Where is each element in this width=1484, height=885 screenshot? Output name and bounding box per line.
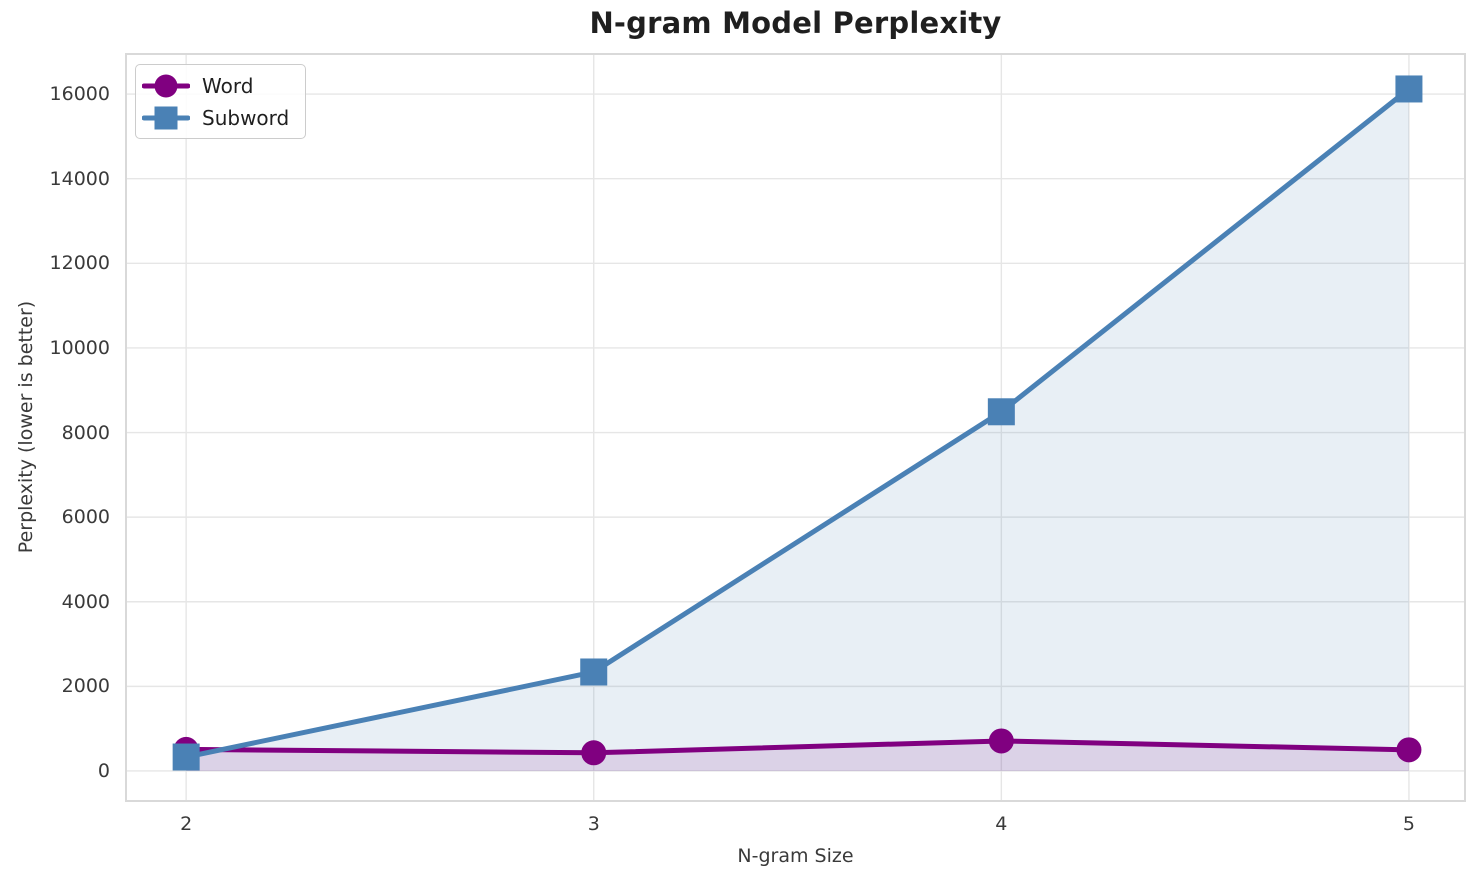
word-line bbox=[183, 738, 1412, 756]
subword-point-marker bbox=[1395, 75, 1423, 103]
subword-area-fill bbox=[186, 88, 1409, 771]
y-tick-label: 4000 bbox=[61, 590, 110, 613]
chart-title: N-gram Model Perplexity bbox=[589, 6, 1002, 40]
x-tick-label: 5 bbox=[1402, 813, 1415, 835]
y-tick-label: 8000 bbox=[61, 421, 110, 444]
plot-area: Word Subword bbox=[125, 53, 1466, 802]
y-tick-label: 0 bbox=[97, 759, 110, 782]
subword-point-marker bbox=[172, 743, 200, 771]
y-tick-label: 16000 bbox=[49, 83, 110, 106]
plot-frame bbox=[125, 53, 1466, 802]
y-tick-label: 10000 bbox=[49, 336, 110, 359]
subword-line bbox=[183, 86, 1412, 760]
y-tick-label: 12000 bbox=[49, 252, 110, 275]
subword-line-square-marker-icon bbox=[142, 106, 190, 129]
legend-item-subword: Subword bbox=[142, 102, 289, 133]
y-axis-label: Perplexity (lower is better) bbox=[15, 300, 37, 554]
word-point-marker bbox=[581, 740, 607, 766]
legend-square-marker bbox=[154, 106, 178, 129]
x-tick-label: 4 bbox=[995, 813, 1008, 835]
y-tick-label: 6000 bbox=[61, 506, 110, 529]
chart-canvas bbox=[125, 53, 1466, 802]
word-point-marker bbox=[988, 728, 1014, 754]
legend: Word Subword bbox=[135, 64, 307, 139]
word-area-fill bbox=[186, 740, 1409, 771]
word-point-marker bbox=[1396, 737, 1422, 763]
legend-circle-marker bbox=[154, 74, 178, 97]
subword-point-marker bbox=[580, 658, 608, 686]
x-tick-label: 3 bbox=[587, 813, 600, 835]
word-line-circle-marker-icon bbox=[142, 74, 190, 97]
x-axis-label: N-gram Size bbox=[737, 845, 854, 867]
x-tick-label: 2 bbox=[180, 813, 193, 835]
legend-item-word: Word bbox=[142, 70, 289, 101]
legend-label-word: Word bbox=[202, 73, 254, 98]
y-tick-label: 14000 bbox=[49, 167, 110, 190]
legend-label-subword: Subword bbox=[202, 105, 290, 130]
y-tick-label: 2000 bbox=[61, 675, 110, 698]
subword-point-marker bbox=[987, 398, 1015, 426]
